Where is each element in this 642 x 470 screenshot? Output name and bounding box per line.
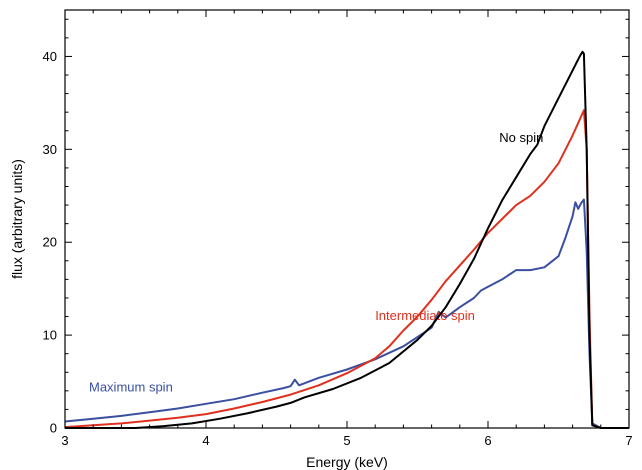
y-tick-label-3: 30 — [43, 142, 57, 157]
series-line-0 — [64, 198, 629, 429]
y-tick-label-2: 20 — [43, 235, 57, 250]
series-label-2: No spin — [499, 130, 543, 145]
y-tick-label-4: 40 — [43, 49, 57, 64]
series-label-1: Intermediate spin — [375, 308, 475, 323]
series-layer: Maximum spin Intermediate spin No spin — [64, 50, 629, 429]
series-label-0: Maximum spin — [89, 379, 173, 394]
y-tick-label-1: 10 — [43, 328, 57, 343]
series-line-1 — [64, 109, 629, 429]
x-tick-label-3: 6 — [484, 433, 491, 448]
series-line-2 — [65, 50, 629, 429]
axis-layer: 3 4 5 6 7 0 10 20 30 40 — [43, 9, 633, 448]
y-axis-title: flux (arbitrary units) — [9, 159, 25, 279]
x-tick-label-4: 7 — [625, 433, 632, 448]
x-tick-label-0: 3 — [61, 433, 68, 448]
x-tick-label-2: 5 — [343, 433, 350, 448]
x-axis-title: Energy (keV) — [306, 454, 388, 470]
plot-frame — [64, 9, 630, 429]
y-tick-label-0: 0 — [50, 421, 57, 436]
x-tick-label-1: 4 — [202, 433, 209, 448]
